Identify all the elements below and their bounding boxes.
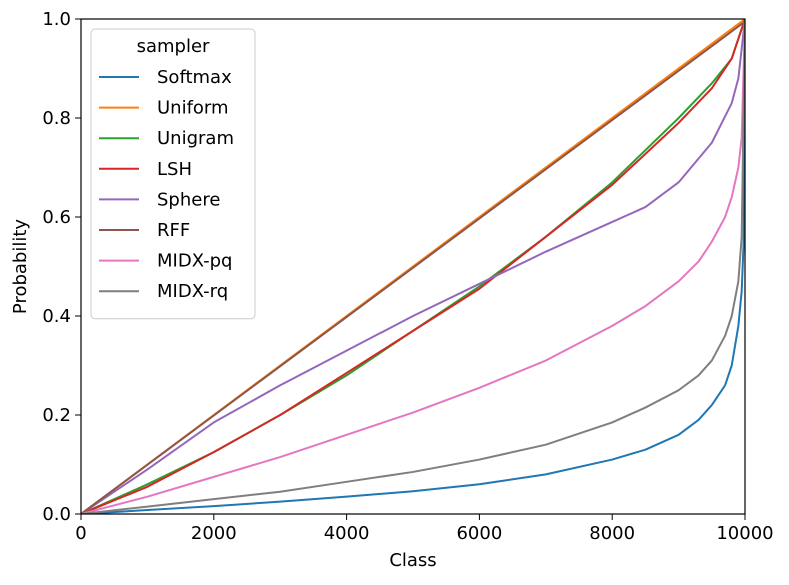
legend-label: RFF [157, 220, 190, 241]
series-line-sphere [81, 19, 745, 514]
y-axis-ticks: 0.0 0.2 0.4 0.6 0.8 1.0 [42, 9, 81, 525]
series-line-softmax [81, 19, 745, 514]
x-axis-label: Class [389, 550, 436, 571]
series-line-lsh [81, 19, 745, 514]
legend-item-softmax: Softmax [99, 67, 232, 88]
series-line-rff [81, 20, 745, 514]
legend-label: Softmax [157, 67, 232, 88]
legend-label: Sphere [157, 189, 220, 210]
x-tick-label: 10000 [716, 523, 773, 544]
legend-items: Softmax Uniform Unigram LSH Sphere RFF MIDX-pq… [99, 67, 234, 302]
y-tick-label: 0.2 [42, 405, 71, 426]
y-tick-label: 0.8 [42, 108, 71, 129]
x-tick-label: 0 [75, 523, 86, 544]
y-tick-label: 1.0 [42, 9, 71, 30]
x-tick-label: 4000 [324, 523, 370, 544]
legend-item-uniform: Uniform [99, 98, 229, 119]
legend-item-rff: RFF [99, 220, 190, 241]
legend-label: MIDX-pq [157, 251, 232, 272]
legend-item-midx-rq: MIDX-rq [99, 281, 228, 302]
legend-label: Uniform [157, 98, 229, 119]
legend-item-lsh: LSH [99, 159, 192, 180]
series-line-midx-rq [81, 19, 745, 514]
y-tick-label: 0.4 [42, 306, 71, 327]
legend-box [90, 28, 256, 320]
series-line-midx-pq [81, 19, 745, 514]
legend-item-unigram: Unigram [99, 128, 234, 149]
plot-frame [80, 18, 746, 515]
x-tick-label: 8000 [589, 523, 635, 544]
series-layer [81, 19, 745, 514]
legend-title: sampler [137, 36, 210, 57]
x-tick-label: 2000 [191, 523, 237, 544]
x-tick-label: 6000 [456, 523, 502, 544]
legend-label: Unigram [157, 128, 234, 149]
legend: sampler Softmax Uniform Unigram LSH Sphere RF… [90, 28, 256, 320]
legend-label: LSH [157, 159, 192, 180]
legend-item-midx-pq: MIDX-pq [99, 251, 232, 272]
y-tick-label: 0.0 [42, 504, 71, 525]
x-axis-ticks: 0 2000 4000 6000 8000 10000 [75, 514, 774, 544]
y-axis-label: Probability [10, 219, 31, 314]
legend-label: MIDX-rq [157, 281, 228, 302]
y-tick-label: 0.6 [42, 207, 71, 228]
legend-item-sphere: Sphere [99, 189, 220, 210]
